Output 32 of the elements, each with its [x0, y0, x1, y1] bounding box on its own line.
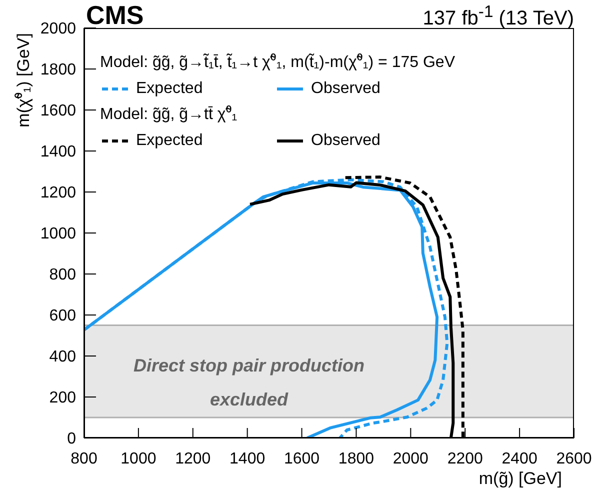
- legend-label: Expected: [136, 80, 203, 98]
- x-tick-label: 800: [70, 450, 98, 468]
- x-tick-label: 1600: [284, 450, 320, 468]
- band-label: Direct stop pair production excluded: [133, 355, 365, 410]
- x-tick-label: 2400: [502, 450, 538, 468]
- x-tick-label: 2000: [392, 450, 429, 468]
- x-tick-label: 2200: [447, 450, 484, 468]
- x-tick-label: 1200: [175, 450, 211, 468]
- chart-title: CMS: [86, 0, 144, 31]
- x-tick-label: 2600: [556, 450, 592, 468]
- y-tick-label: 2000: [40, 20, 76, 38]
- y-tick-label: 1200: [40, 184, 76, 202]
- chart-subtitle: 137 fb$^{-1}$ (13 TeV): [422, 2, 574, 31]
- y-tick-label: 1400: [40, 144, 76, 161]
- y-tick-label: 1600: [40, 102, 76, 120]
- x-axis-title: m(g̃) [GeV]: [478, 469, 562, 488]
- x-tick-label: 1800: [338, 450, 374, 468]
- y-tick-label: 200: [49, 390, 76, 407]
- x-tick-label: 1000: [120, 450, 156, 468]
- y-axis-title: m(χ̃⁰₁) [GeV]: [14, 33, 34, 128]
- legend-label: Observed: [311, 132, 380, 150]
- y-tick-label: 600: [49, 308, 76, 325]
- y-tick-label: 0: [67, 430, 76, 448]
- y-tick-label: 1800: [40, 62, 76, 79]
- y-tick-label: 800: [49, 266, 76, 284]
- y-tick-label: 1000: [40, 226, 76, 243]
- x-tick-label: 1400: [230, 450, 266, 468]
- annotation: Model: g̃g̃, g̃→t̃₁t̄, t̃₁→t χ̃⁰₁, m(t̃₁)-m(χ̃⁰₁) = 175 GeV: [100, 52, 455, 73]
- legend-label: Observed: [311, 80, 380, 98]
- legend-label: Expected: [136, 132, 203, 150]
- y-tick-label: 400: [49, 348, 76, 366]
- annotation: Model: g̃g̃, g̃→tt̄ χ̃⁰₁: [100, 104, 238, 125]
